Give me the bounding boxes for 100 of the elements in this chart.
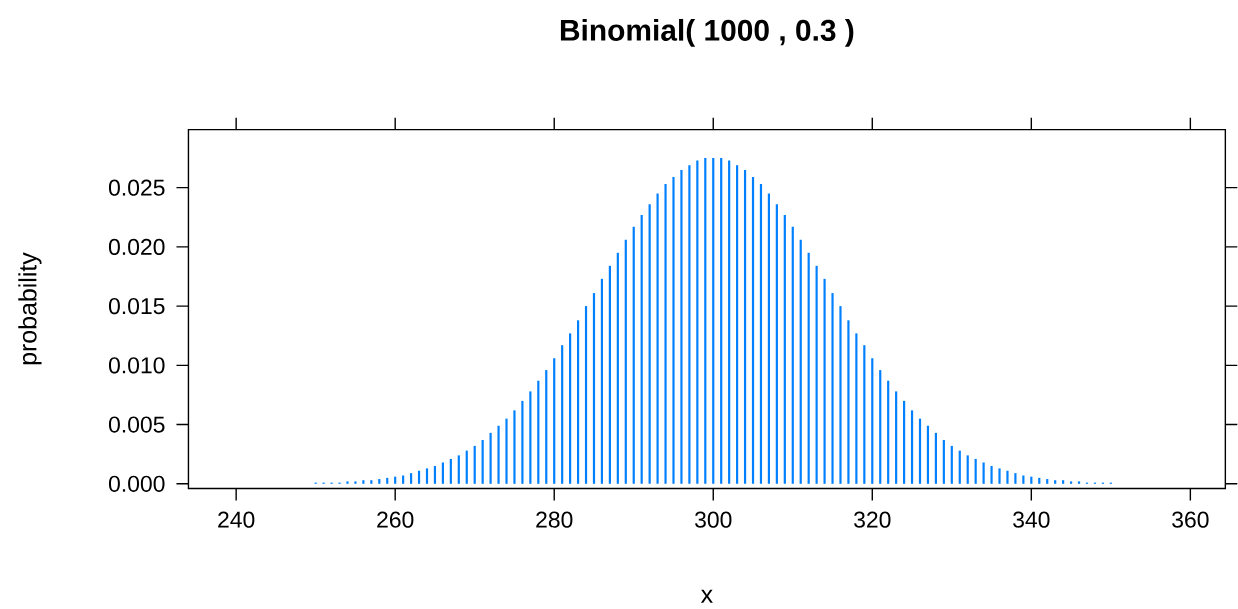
bar [807,252,810,484]
bar [553,358,556,484]
bar [505,418,508,484]
bar [1054,480,1057,484]
bar [767,193,771,484]
bar [791,226,794,484]
bar [378,478,381,484]
bar [712,157,715,484]
bar [1069,481,1073,484]
bar [608,265,611,484]
bar [1077,481,1081,484]
bar [743,169,747,484]
bar [489,432,492,484]
x-tick-label: 300 [695,511,732,528]
bar [775,204,778,484]
bar [910,410,914,484]
x-tick-label: 320 [854,511,891,528]
bar [640,214,643,484]
bar [545,369,548,484]
bar [990,465,993,484]
bar [537,380,540,484]
bar [934,432,937,484]
bar [863,344,866,484]
bar [457,455,460,484]
bar [879,369,882,484]
bar [871,358,874,484]
bar [688,164,691,484]
bar [576,320,580,484]
bar [632,226,635,484]
bar [656,193,659,484]
bar [751,176,755,484]
bar [918,418,922,484]
bar [704,157,707,484]
bar [847,320,850,484]
chart-title: Binomial( 1000 , 0.3 ) [560,18,854,47]
bar [362,480,365,484]
bar [600,278,604,484]
bar [672,176,675,484]
bar [497,425,500,484]
y-tick-label: 0.015 [108,297,165,314]
bar [950,445,953,484]
bar [370,480,373,484]
bar [664,183,667,484]
bar [966,455,969,484]
y-tick-label: 0.020 [108,238,165,255]
bar [1046,478,1049,484]
bar [529,391,532,484]
bar [473,445,476,484]
bar [680,169,683,484]
bar [982,462,985,484]
x-axis-title: x [700,589,713,603]
y-axis-title: probability [18,252,42,365]
bar [839,305,842,484]
bar [481,439,484,484]
bar [696,160,699,484]
bar [584,305,588,484]
bar [855,333,858,484]
bar [433,465,437,484]
bar [720,157,723,484]
bar [783,214,786,484]
bar [728,160,731,484]
bar [958,450,961,484]
bar [425,468,429,484]
bar [386,477,389,484]
bar [998,468,1001,484]
bar [974,458,977,484]
bar [409,472,413,484]
bar [1022,475,1025,484]
bar [799,239,802,484]
bar [887,380,890,484]
bar [895,391,898,484]
bar [736,164,739,484]
bar [823,278,826,484]
bar [354,481,357,484]
bar [903,400,906,484]
bar [759,183,763,484]
bar [569,333,572,484]
x-tick-label: 260 [377,511,414,528]
y-tick-label: 0.005 [108,416,165,433]
bar [831,292,834,484]
bar [1006,470,1009,484]
bar [624,239,627,484]
bar [815,265,818,484]
bar [1062,480,1065,484]
bar [449,458,452,484]
bar [648,204,651,484]
x-tick-label: 280 [536,511,573,528]
bar [402,475,405,484]
bar [1038,477,1041,484]
bar [616,252,619,484]
bar [521,400,524,484]
x-tick-label: 360 [1172,511,1209,528]
bar [592,292,596,484]
bar [465,450,468,484]
bar [513,410,516,484]
bar [1014,472,1017,484]
x-tick-label: 340 [1013,511,1050,528]
bar [441,462,444,484]
bar [926,425,930,484]
bar [942,439,945,484]
